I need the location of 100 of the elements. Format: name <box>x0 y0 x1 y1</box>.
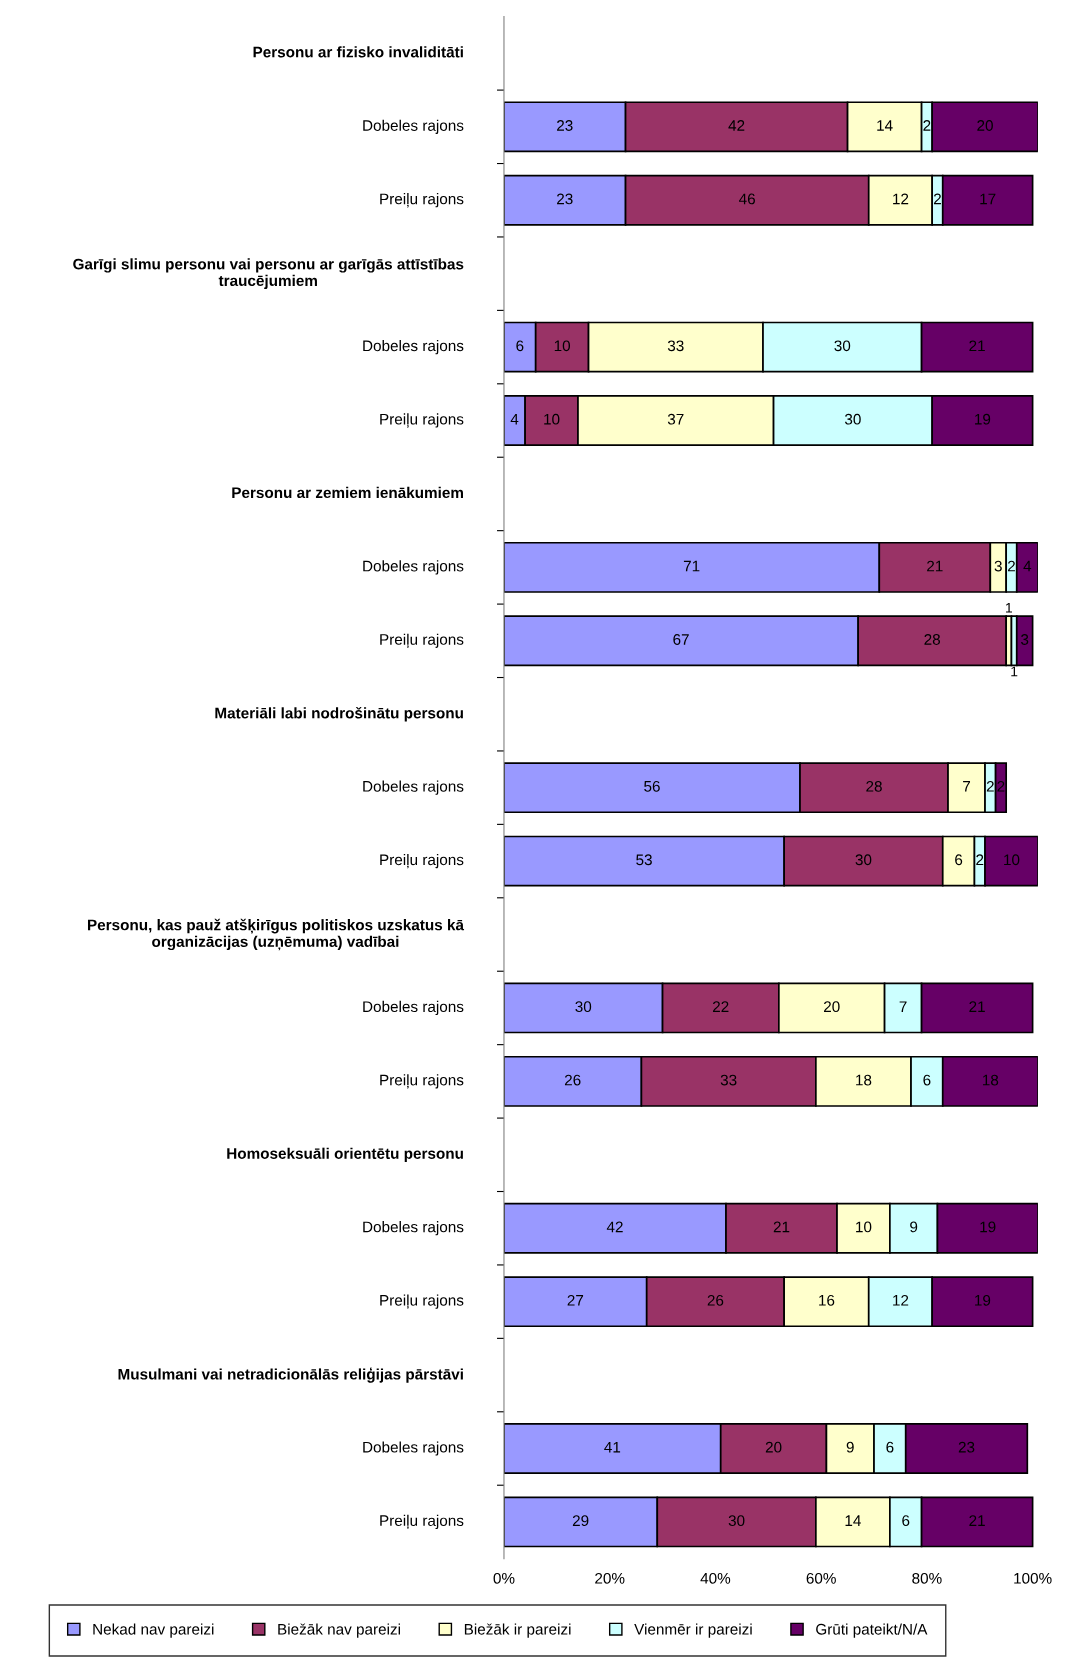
data-label: 67 <box>673 634 689 645</box>
y-tick-label: Dobeles rajons <box>363 1221 464 1236</box>
data-label: 7 <box>899 1001 907 1012</box>
y-tick-label: Personu ar fizisko invaliditāti <box>253 46 463 58</box>
y-tick-label: Personu, kas pauž atšķirīgus politiskos uzskatus kā organizācijas (uzņēmuma) vadībai <box>87 918 465 951</box>
data-label: 6 <box>955 854 963 866</box>
data-label: 2 <box>976 854 984 866</box>
y-tick-label: Dobeles rajons <box>363 560 464 575</box>
bar <box>1015 615 1034 667</box>
legend-label: Biežāk ir pareizi <box>464 1623 571 1638</box>
data-label: 9 <box>910 1221 918 1233</box>
y-tick-label: Dobeles rajons <box>363 780 464 795</box>
data-label: 33 <box>667 340 684 352</box>
data-label: 10 <box>856 1221 872 1233</box>
data-label: 2 <box>1007 560 1015 572</box>
data-label: 41 <box>604 1441 621 1453</box>
data-label: 30 <box>844 413 861 425</box>
data-label: 28 <box>924 634 940 645</box>
data-label: 2 <box>997 780 1005 792</box>
y-tick-label: Preiļu rajons <box>380 413 464 428</box>
data-label: 2 <box>986 780 994 792</box>
x-tick-label: 20% <box>595 1572 625 1584</box>
data-label: 42 <box>728 120 745 131</box>
data-label: 20 <box>765 1441 782 1453</box>
data-label: 21 <box>969 1515 985 1526</box>
data-label: 23 <box>557 120 573 131</box>
legend-label: Grūti pateikt/N/A <box>816 1623 928 1638</box>
data-label: 30 <box>728 1515 745 1527</box>
data-label: 53 <box>636 854 652 866</box>
data-label: 29 <box>572 1515 589 1527</box>
data-label: 71 <box>683 560 700 572</box>
data-label: 20 <box>977 120 993 131</box>
y-tick-label: Dobeles rajons <box>363 119 464 134</box>
x-tick-label: 40% <box>700 1572 731 1584</box>
data-label: 2 <box>923 120 931 131</box>
y-tick-label: Preiļu rajons <box>380 1074 464 1089</box>
data-label: 17 <box>980 193 996 205</box>
data-label: 1 <box>1006 603 1013 613</box>
data-label: 21 <box>969 1001 985 1012</box>
data-label: 16 <box>819 1294 835 1306</box>
data-label: 14 <box>845 1515 861 1526</box>
data-label: 37 <box>667 413 684 425</box>
data-label: 7 <box>963 781 971 792</box>
data-label: 26 <box>564 1074 581 1086</box>
data-label: 4 <box>1023 560 1032 572</box>
data-label: 9 <box>846 1441 854 1453</box>
data-label: 22 <box>712 1001 729 1012</box>
data-label: 19 <box>975 413 991 425</box>
y-tick-label: Materiāli labi nodrošinātu personu <box>215 706 463 722</box>
y-tick-label: Preiļu rajons <box>380 633 464 648</box>
y-tick-label: Preiļu rajons <box>380 193 464 208</box>
data-label: 56 <box>644 780 660 792</box>
y-tick-label: Musulmani vai netradicionālās reliģijas pārstāvi <box>118 1367 463 1383</box>
data-label: 30 <box>575 1001 592 1013</box>
data-label: 4 <box>510 413 519 425</box>
data-label: 18 <box>982 1074 999 1086</box>
data-label: 21 <box>969 340 985 352</box>
x-tick-label: 0% <box>493 1572 515 1584</box>
data-label: 12 <box>893 1294 909 1306</box>
data-label: 10 <box>1004 854 1020 866</box>
data-label: 27 <box>567 1294 584 1306</box>
data-label: 21 <box>927 560 943 572</box>
data-label: 6 <box>923 1074 931 1086</box>
x-tick-label: 80% <box>912 1572 942 1584</box>
y-tick-label: Dobeles rajons <box>363 1000 464 1016</box>
data-label: 14 <box>877 120 893 131</box>
data-label: 42 <box>606 1221 623 1233</box>
legend-label: Nekad nav pareizi <box>93 1623 214 1638</box>
data-label: 10 <box>554 340 571 352</box>
y-tick-label: Preiļu rajons <box>380 853 464 869</box>
data-label: 28 <box>866 780 882 792</box>
data-label: 2 <box>933 193 941 205</box>
y-tick-label: Preiļu rajons <box>380 1514 464 1530</box>
x-tick-label: 100% <box>1014 1572 1052 1584</box>
data-label: 33 <box>720 1074 737 1086</box>
data-label: 30 <box>834 340 851 352</box>
y-tick-label: Garīgi slimu personu vai personu ar garīgās attīstības traucējumiem <box>73 258 464 290</box>
y-tick-label: Dobeles rajons <box>363 339 464 355</box>
y-tick-label: Homoseksuāli orientētu personu <box>227 1147 463 1162</box>
data-label: 10 <box>544 413 560 425</box>
data-label: 19 <box>975 1294 991 1306</box>
data-label: 3 <box>1021 634 1029 645</box>
data-label: 3 <box>994 560 1002 572</box>
data-label: 6 <box>886 1441 894 1453</box>
y-tick-label: Dobeles rajons <box>363 1441 464 1456</box>
data-label: 6 <box>902 1515 910 1527</box>
data-label: 23 <box>958 1441 975 1453</box>
data-label: 12 <box>893 193 909 205</box>
data-label: 19 <box>980 1221 996 1233</box>
x-tick-label: 60% <box>806 1572 836 1584</box>
data-label: 18 <box>856 1074 872 1086</box>
data-label: 21 <box>773 1221 790 1233</box>
data-label: 6 <box>516 340 524 352</box>
data-label: 30 <box>855 854 872 866</box>
data-label: 46 <box>739 193 755 205</box>
y-tick-label: Preiļu rajons <box>380 1294 464 1309</box>
data-label: 26 <box>707 1294 724 1306</box>
legend-label: Biežāk nav pareizi <box>278 1623 400 1638</box>
data-label: 23 <box>557 193 573 205</box>
legend-label: Vienmēr ir pareizi <box>634 1623 752 1638</box>
